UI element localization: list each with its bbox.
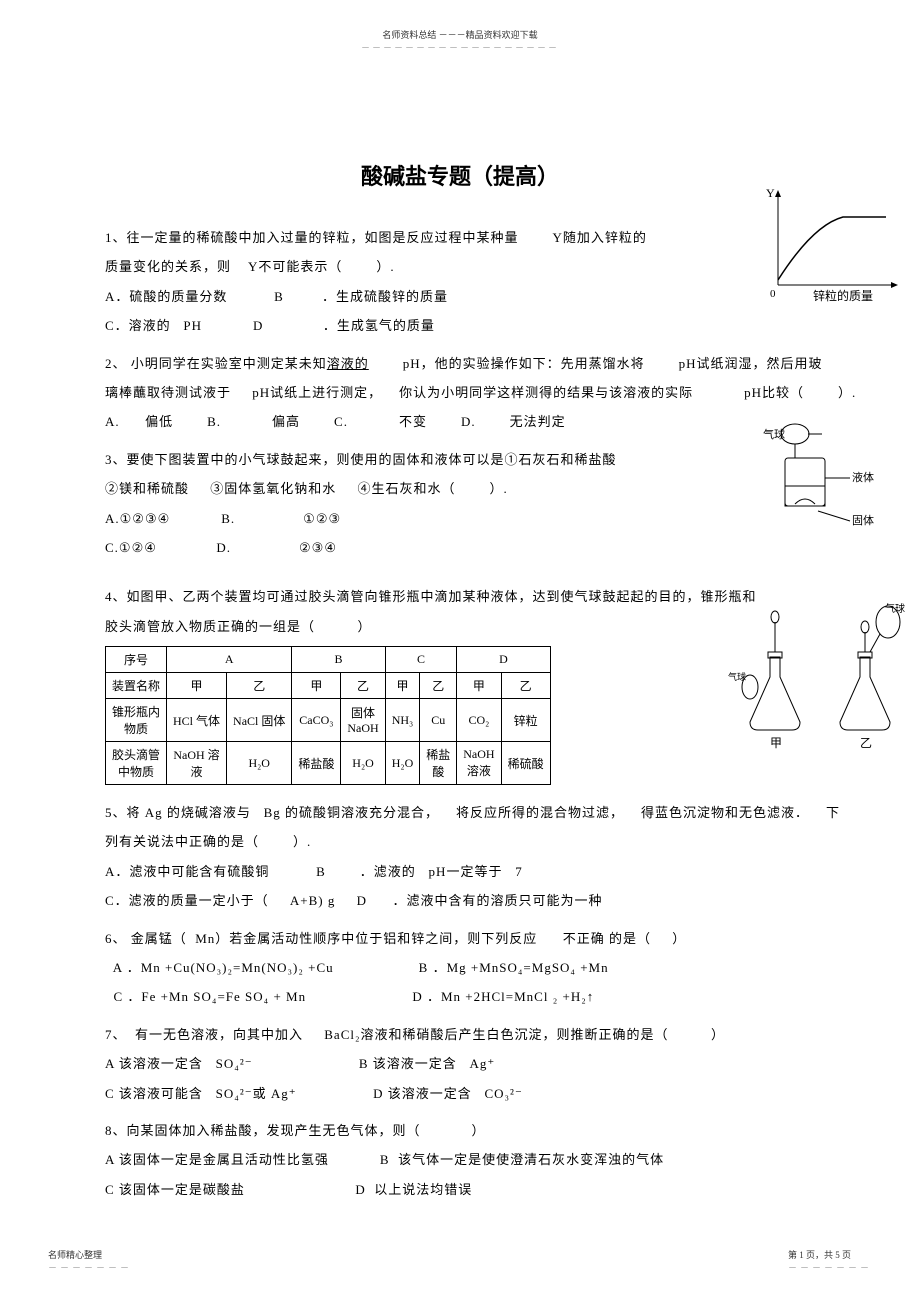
q1-l4: C．溶液的 PH D ．生成氢气的质量 — [105, 318, 435, 333]
q6-l3: C ．Fe +Mn SO₄=Fe SO₄ + Mn D ．Mn +2HCl=Mn… — [105, 989, 594, 1004]
td: NH₃ — [385, 699, 420, 742]
top-header-dashes: －－－－－－－－－－－－－－－－－－ — [0, 41, 920, 54]
th-B: B — [292, 647, 385, 673]
td: 甲 — [385, 673, 420, 699]
td: 稀盐酸 — [292, 742, 341, 785]
td: H₂O — [385, 742, 420, 785]
table-row: 锥形瓶内 物质 HCl 气体 NaCl 固体 CaCO₃ 固体 NaOH NH₃… — [106, 699, 551, 742]
question-7: 7、 有一无色溶液，向其中加入 BaCl₂溶液和稀硝酸后产生白色沉淀，则推断正确… — [105, 1023, 880, 1105]
td: 甲 — [292, 673, 341, 699]
q2-l3: A. 偏低 B. 偏高 C. 不变 D. 无法判定 — [105, 414, 566, 429]
flask-yi-balloon: 气球 — [885, 602, 905, 615]
q5-l1: 5、将 Ag 的烧碱溶液与 Bg 的硫酸铜溶液充分混合， 将反应所得的混合物过滤… — [105, 805, 840, 820]
q5-l2: 列有关说法中正确的是（ ）. — [105, 834, 311, 849]
q3-l3: A.①②③④ B. ①②③ — [105, 511, 341, 526]
q6-l2: A ．Mn +Cu(NO₃)₂=Mn(NO₃)₂ +Cu B ．Mg +MnSO… — [105, 960, 609, 975]
table-row: 序号 A B C D — [106, 647, 551, 673]
td: 稀盐 酸 — [420, 742, 457, 785]
th-seq: 序号 — [106, 647, 167, 673]
question-5: 5、将 Ag 的烧碱溶液与 Bg 的硫酸铜溶液充分混合， 将反应所得的混合物过滤… — [105, 801, 880, 913]
footer-right-dashes: －－－－－－－ — [788, 1261, 872, 1274]
graph-x-label: 锌粒的质量 — [813, 288, 873, 303]
graph-figure: Y 0 锌粒的质量 — [758, 185, 908, 305]
balloon-label: 气球 — [763, 427, 785, 441]
td: 甲 — [167, 673, 227, 699]
q2-l2: 璃棒蘸取待测试液于 pH试纸上进行测定， 你认为小明同学这样测得的结果与该溶液的… — [105, 385, 856, 400]
top-header: 名师资料总结 －－－精品资料欢迎下载 －－－－－－－－－－－－－－－－－－ — [0, 0, 920, 54]
flasks-figure: 气球 甲 气球 乙 — [720, 602, 910, 752]
td: H₂O — [227, 742, 292, 785]
td: 乙 — [227, 673, 292, 699]
td-flasklabel: 锥形瓶内 物质 — [106, 699, 167, 742]
td: 乙 — [420, 673, 457, 699]
td-droplabel: 胶头滴管 中物质 — [106, 742, 167, 785]
td: 锌粒 — [501, 699, 550, 742]
td: NaOH 溶 液 — [167, 742, 227, 785]
q8-l2: A 该固体一定是金属且活动性比氢强 B 该气体一定是使使澄清石灰水变浑浊的气体 — [105, 1152, 664, 1167]
td: 乙 — [501, 673, 550, 699]
q3-l2: ②镁和稀硫酸 ③固体氢氧化钠和水 ④生石灰和水（ ）. — [105, 481, 508, 496]
q7-l2: A 该溶液一定含 SO₄²⁻ B 该溶液一定含 Ag⁺ — [105, 1056, 495, 1071]
q2-l1a: 2、 小明同学在实验室中测定某未知 — [105, 356, 327, 371]
flask-jia-balloon: 气球 — [728, 671, 746, 682]
q4-stem2: 胶头滴管放入物质正确的一组是（ ） — [105, 619, 372, 634]
td: 稀硫酸 — [501, 742, 550, 785]
flask-jia-label: 甲 — [770, 736, 782, 750]
q2-l1u: 溶液的 — [327, 356, 369, 371]
top-header-line1: 名师资料总结 －－－精品资料欢迎下载 — [0, 28, 920, 41]
table-row: 装置名称 甲 乙 甲 乙 甲 乙 甲 乙 — [106, 673, 551, 699]
q6-l1: 6、 金属锰（ Mn）若金属活动性顺序中位于铝和锌之间，则下列反应 不正确 的是… — [105, 931, 686, 946]
q3-l4: C.①②④ D. ②③④ — [105, 540, 337, 555]
th-A: A — [167, 647, 292, 673]
graph-origin: 0 — [770, 288, 776, 300]
th-D: D — [457, 647, 550, 673]
table-row: 胶头滴管 中物质 NaOH 溶 液 H₂O 稀盐酸 H₂O H₂O 稀盐 酸 N… — [106, 742, 551, 785]
graph-y-label: Y — [766, 186, 775, 200]
question-6: 6、 金属锰（ Mn）若金属活动性顺序中位于铝和锌之间，则下列反应 不正确 的是… — [105, 927, 880, 1009]
q1-l3: A．硫酸的质量分数 B ．生成硫酸锌的质量 — [105, 289, 448, 304]
q7-l3: C 该溶液可能含 SO₄²⁻或 Ag⁺ D 该溶液一定含 CO₃²⁻ — [105, 1086, 523, 1101]
td: NaOH 溶液 — [457, 742, 501, 785]
question-8: 8、向某固体加入稀盐酸，发现产生无色气体，则（ ） A 该固体一定是金属且活动性… — [105, 1119, 880, 1201]
solid-label: 固体 — [852, 513, 874, 527]
td: Cu — [420, 699, 457, 742]
q5-l3: A．滤液中可能含有硫酸铜 B ．滤液的 pH一定等于 7 — [105, 864, 523, 879]
th-C: C — [385, 647, 457, 673]
balloon-figure: 气球 液体 固体 — [760, 416, 880, 536]
liquid-label: 液体 — [852, 470, 874, 484]
td: 乙 — [341, 673, 385, 699]
td: HCl 气体 — [167, 699, 227, 742]
footer-left-dashes: －－－－－－－ — [48, 1261, 132, 1274]
q3-l1: 3、要使下图装置中的小气球鼓起来，则使用的固体和液体可以是①石灰石和稀盐酸 — [105, 452, 617, 467]
q7-l1: 7、 有一无色溶液，向其中加入 BaCl₂溶液和稀硝酸后产生白色沉淀，则推断正确… — [105, 1027, 725, 1042]
td-devlabel: 装置名称 — [106, 673, 167, 699]
q4-stem1: 4、如图甲、乙两个装置均可通过胶头滴管向锥形瓶中滴加某种液体，达到使气球鼓起起的… — [105, 589, 757, 604]
td: CaCO₃ — [292, 699, 341, 742]
td: NaCl 固体 — [227, 699, 292, 742]
footer-left-text: 名师精心整理 — [48, 1248, 132, 1261]
td: CO₂ — [457, 699, 501, 742]
footer-right-text: 第 1 页，共 5 页 — [788, 1248, 872, 1261]
q5-l4: C．滤液的质量一定小于（ A+B) g D ．滤液中含有的溶质只可能为一种 — [105, 893, 603, 908]
footer-left: 名师精心整理 －－－－－－－ — [48, 1248, 132, 1274]
footer-right: 第 1 页，共 5 页 －－－－－－－ — [788, 1248, 872, 1274]
td: H₂O — [341, 742, 385, 785]
q4-table: 序号 A B C D 装置名称 甲 乙 甲 乙 甲 乙 甲 乙 锥形瓶内 物质 … — [105, 646, 551, 785]
q1-l1: 1、往一定量的稀硫酸中加入过量的锌粒，如图是反应过程中某种量 Y随加入锌粒的 — [105, 230, 647, 245]
q8-l1: 8、向某固体加入稀盐酸，发现产生无色气体，则（ ） — [105, 1123, 486, 1138]
flask-yi-label: 乙 — [860, 736, 872, 750]
q2-l1b: pH，他的实验操作如下：先用蒸馏水将 pH试纸润湿，然后用玻 — [369, 356, 823, 371]
q1-l2: 质量变化的关系，则 Y不可能表示（ ）. — [105, 259, 395, 274]
q8-l3: C 该固体一定是碳酸盐 D 以上说法均错误 — [105, 1182, 472, 1197]
td: 固体 NaOH — [341, 699, 385, 742]
td: 甲 — [457, 673, 501, 699]
